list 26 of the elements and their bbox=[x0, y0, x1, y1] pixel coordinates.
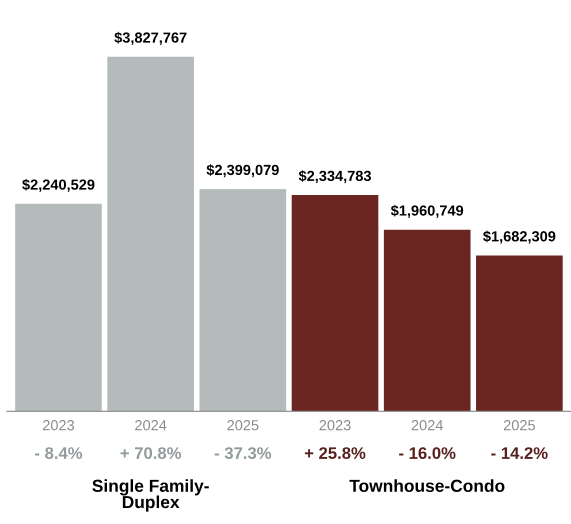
bar bbox=[384, 230, 471, 412]
data-label: $2,240,529 bbox=[22, 178, 94, 192]
text: - 37.3% bbox=[214, 447, 272, 460]
text: + 25.8% bbox=[304, 447, 366, 460]
x-tick-label: 2024 bbox=[412, 420, 443, 430]
text: - 14.2% bbox=[491, 447, 548, 459]
text: + 70.8% bbox=[120, 447, 182, 460]
text: - 16.0% bbox=[399, 447, 456, 460]
x-tick-label: 2025 bbox=[504, 420, 535, 430]
data-label: $2,334,783 bbox=[298, 170, 371, 184]
bar bbox=[15, 204, 102, 412]
bar bbox=[292, 195, 378, 412]
x-tick-label: 2023 bbox=[42, 420, 74, 430]
data-label: $3,827,767 bbox=[114, 32, 187, 45]
data-label: $1,960,749 bbox=[390, 204, 464, 218]
data-label: $2,399,079 bbox=[206, 164, 279, 178]
bar bbox=[107, 56, 194, 412]
x-tick-label: 2025 bbox=[227, 420, 258, 430]
text: Single Family- Duplex bbox=[92, 479, 209, 512]
bar bbox=[476, 255, 563, 412]
x-tick-label: 2023 bbox=[320, 420, 351, 430]
text: Townhouse-Condo bbox=[349, 479, 504, 492]
bar bbox=[200, 189, 286, 412]
x-tick-label: 2024 bbox=[135, 420, 166, 430]
data-label: $1,682,309 bbox=[483, 230, 556, 244]
text: - 8.4% bbox=[35, 447, 82, 460]
